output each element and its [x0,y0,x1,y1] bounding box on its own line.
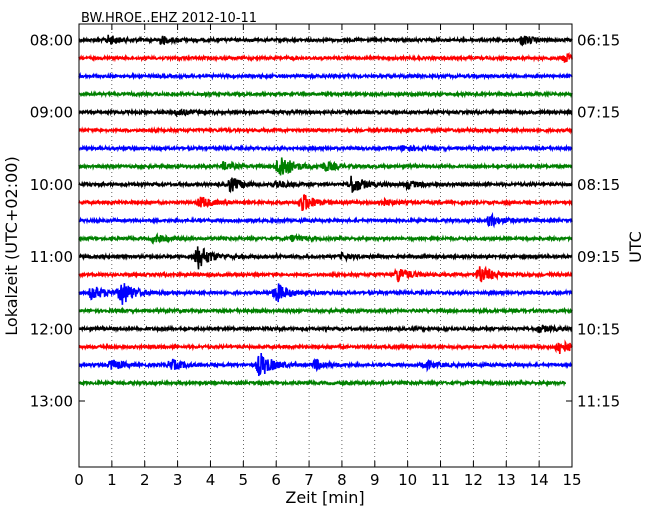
y-tick-label-right: 09:15 [577,248,620,266]
y-tick-label-right: 08:15 [577,176,620,194]
y-tick-label-right: 10:15 [577,320,620,338]
trace-line [78,339,573,355]
trace-line [78,193,573,212]
y-tick-label-right: 11:15 [577,393,620,411]
x-tick-label: 11 [431,471,450,489]
trace-line [78,283,573,305]
x-tick-label: 7 [304,471,314,489]
axis-ticks: 0 1 2 3 4 5 6 7 8 9 10 11 12 13 14 1508:0009:0010:0011:… [30,24,620,489]
trace-group [78,34,573,388]
plot-background [79,24,572,467]
trace-line [78,378,567,388]
y-tick-label-left: 10:00 [30,176,73,194]
y-tick-label-left: 09:00 [30,104,73,122]
x-tick-label: 6 [271,471,281,489]
x-tick-label: 4 [206,471,216,489]
trace-line [78,157,573,176]
trace-line [78,306,573,316]
trace-line [78,89,573,99]
y-tick-label-right: 06:15 [577,32,620,50]
trace-line [78,352,573,377]
y-axis-label-right: UTC [626,231,645,263]
x-tick-label: 15 [562,471,581,489]
x-axis-label: Zeit [min] [285,488,364,507]
trace-line [78,34,573,47]
y-tick-label-left: 08:00 [30,32,73,50]
x-tick-label: 2 [140,471,150,489]
x-tick-label: 10 [398,471,417,489]
x-tick-label: 1 [107,471,117,489]
trace-line [78,232,573,245]
x-tick-label: 8 [337,471,347,489]
x-tick-label: 12 [464,471,483,489]
trace-line [78,211,573,229]
x-tick-label: 13 [497,471,516,489]
trace-line [78,71,573,81]
trace-line [78,175,573,194]
trace-line [78,52,573,63]
y-axis-label-left: Lokalzeit (UTC+02:00) [2,156,21,335]
x-tick-label: 5 [239,471,249,489]
trace-line [78,107,573,118]
y-tick-label-right: 07:15 [577,104,620,122]
trace-line [78,265,573,283]
trace-line [78,323,573,334]
y-tick-label-left: 12:00 [30,320,73,338]
trace-line [78,246,573,270]
y-tick-label-left: 11:00 [30,248,73,266]
x-tick-label: 9 [370,471,380,489]
x-tick-label: 3 [173,471,183,489]
trace-line [78,125,573,135]
trace-line [78,143,573,154]
chart-title: BW.HROE..EHZ 2012-10-11 [81,11,257,26]
x-tick-label: 0 [74,471,84,489]
y-tick-label-left: 13:00 [30,393,73,411]
x-tick-label: 14 [530,471,549,489]
plot-frame [78,23,573,468]
